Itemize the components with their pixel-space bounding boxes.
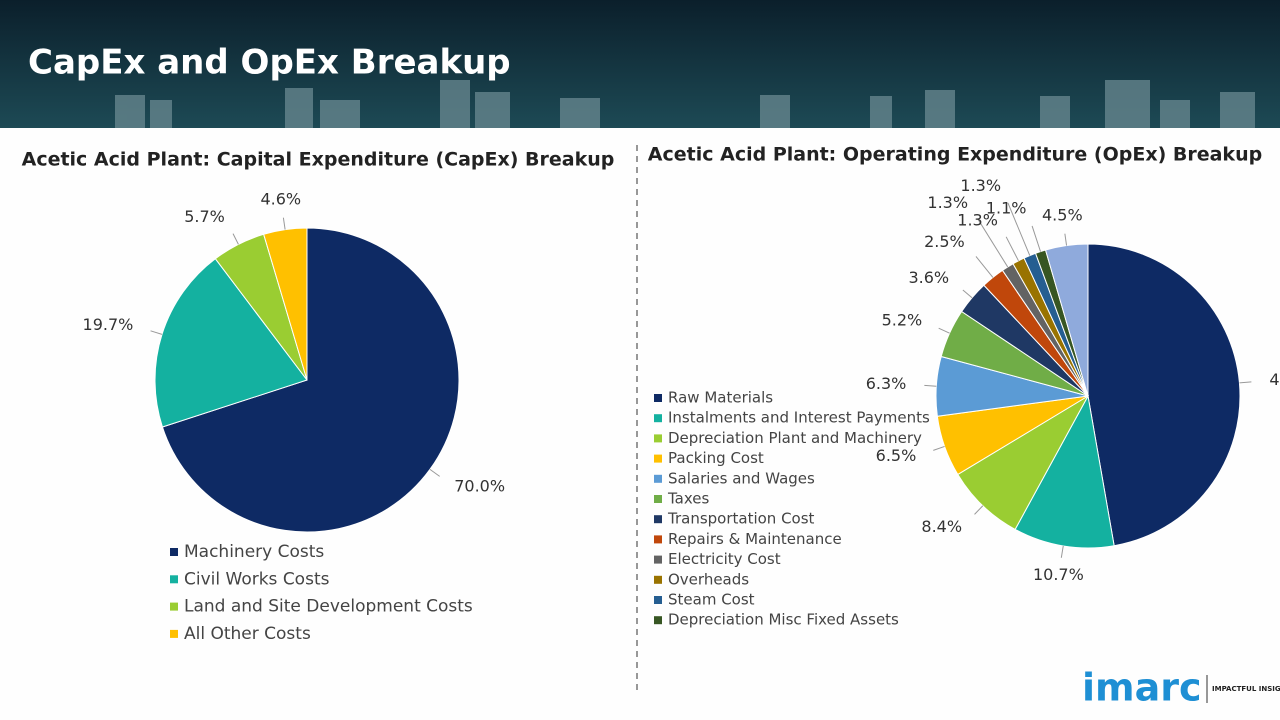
pie-slice <box>1044 243 1089 397</box>
legend-swatch <box>654 555 662 564</box>
leader-line <box>975 256 994 278</box>
data-label: 5.2% <box>882 310 923 329</box>
legend-label: Transportation Cost <box>667 510 815 528</box>
data-label: 1.1% <box>986 198 1027 217</box>
data-label: 10.7% <box>1033 565 1084 584</box>
legend-label: Repairs & Maintenance <box>668 530 842 548</box>
leader-line <box>1239 381 1252 384</box>
chart-title: Acetic Acid Plant: Operating Expenditure… <box>648 144 1262 166</box>
data-label: 1.3% <box>960 176 1001 195</box>
legend-swatch <box>170 548 178 556</box>
leader-line <box>933 445 945 451</box>
leader-line <box>938 327 950 334</box>
pie-slice <box>263 227 308 381</box>
data-label: 6.3% <box>866 374 907 393</box>
legend-swatch <box>654 434 662 443</box>
slide-title: CapEx and OpEx Breakup <box>28 43 511 83</box>
legend-label: Instalments and Interest Payments <box>668 409 930 427</box>
legend-label: Depreciation Misc Fixed Assets <box>668 611 899 629</box>
legend-swatch <box>654 495 662 503</box>
legend-swatch <box>654 414 662 423</box>
leader-line <box>962 289 973 299</box>
legend-label: Civil Works Costs <box>184 569 330 589</box>
leader-line <box>232 233 239 245</box>
legend-label: Depreciation Plant and Machinery <box>668 429 922 447</box>
legend-swatch <box>654 616 662 625</box>
leader-line <box>1031 225 1042 252</box>
pie-slice <box>161 227 460 533</box>
data-label: 19.7% <box>83 315 134 334</box>
data-label: 6.5% <box>876 446 917 465</box>
legend-swatch <box>654 535 662 544</box>
legend-swatch <box>170 629 178 638</box>
skyline <box>115 80 1255 128</box>
chart-title: Acetic Acid Plant: Capital Expenditure (… <box>22 149 615 171</box>
legend-label: Overheads <box>668 570 749 588</box>
data-label: 1.3% <box>957 210 998 229</box>
leader-line <box>429 468 440 477</box>
leader-line <box>1064 233 1068 246</box>
leader-line <box>1005 236 1019 262</box>
legend-swatch <box>654 515 662 524</box>
legend-swatch <box>654 596 662 604</box>
legend-swatch <box>654 454 662 463</box>
leader-line <box>974 505 984 515</box>
leader-line <box>1060 545 1064 558</box>
legend-swatch <box>654 575 662 584</box>
pie-slice <box>1014 394 1115 549</box>
data-label: 4.5% <box>1042 205 1083 224</box>
data-label: 1.3% <box>927 193 968 212</box>
legend-label: All Other Costs <box>184 624 311 644</box>
data-label: 8.4% <box>921 517 962 536</box>
legend-swatch <box>654 474 662 483</box>
legend-label: Taxes <box>667 490 710 508</box>
legend-swatch <box>654 394 662 402</box>
data-label: 5.7% <box>184 207 225 226</box>
logo-tagline: IMPACTFUL INSIGHTS <box>1212 685 1280 693</box>
data-label: 4.6% <box>260 189 301 208</box>
legend-label: Machinery Costs <box>184 542 324 562</box>
legend-label: Electricity Cost <box>668 550 781 568</box>
legend-label: Salaries and Wages <box>668 469 815 487</box>
data-label: 47.2% <box>1269 370 1280 389</box>
legend-swatch <box>170 602 178 611</box>
data-label: 70.0% <box>454 476 505 495</box>
leader-line <box>924 384 937 387</box>
legend-label: Steam Cost <box>668 591 755 609</box>
legend-label: Packing Cost <box>668 449 764 467</box>
data-label: 3.6% <box>908 268 949 287</box>
leader-line <box>150 330 163 335</box>
leader-line <box>977 218 1009 268</box>
legend-label: Raw Materials <box>668 389 773 407</box>
pie-slice <box>154 258 308 428</box>
leader-line <box>1007 202 1031 256</box>
legend-label: Land and Site Development Costs <box>184 597 473 617</box>
leader-line <box>282 217 286 230</box>
data-label: 2.5% <box>924 232 965 251</box>
logo-brand: imarc <box>1082 666 1202 710</box>
legend-swatch <box>170 575 178 584</box>
